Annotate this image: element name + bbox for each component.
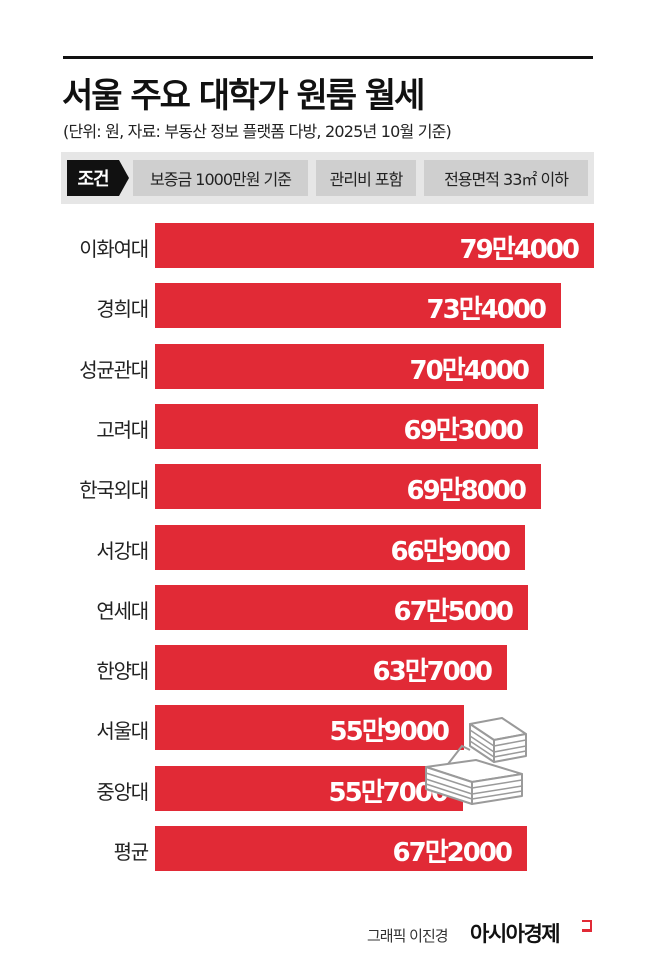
chart-title: 서울 주요 대학가 원룸 월세 [62,76,425,116]
condition-area: 전용면적 33㎡ 이하 [424,160,588,196]
bar [155,645,507,690]
bar-value-label: 73만4000 [426,295,547,325]
top-rule [63,56,593,59]
bar-value-label: 67만5000 [393,597,514,627]
bar [155,283,561,328]
bar [155,464,541,509]
bar [155,223,594,268]
category-label: 성균관대 [79,358,149,382]
bar [155,826,527,871]
category-label: 연세대 [96,599,149,623]
bar [155,525,525,570]
bar [155,766,463,811]
brand-logo: 아시아경제 [470,922,561,946]
chart-subtitle: (단위: 원, 자료: 부동산 정보 플랫폼 다방, 2025년 10월 기준) [63,122,452,141]
bar [155,585,528,630]
bar [155,705,464,750]
graphic-credit: 그래픽 이진경 [367,927,449,945]
bar-value-label: 63만7000 [372,657,493,687]
bar [155,404,538,449]
bar-value-label: 55만7000 [328,778,449,808]
condition-deposit: 보증금 1000만원 기준 [133,160,308,196]
conditions-label: 조건 [67,160,119,196]
category-label: 경희대 [96,297,149,321]
category-label: 고려대 [96,418,149,442]
brand-mark-icon [582,920,592,932]
bar-value-label: 66만9000 [390,537,511,567]
bar-value-label: 70만4000 [409,356,530,386]
category-label: 한국외대 [79,478,149,502]
condition-maintenance: 관리비 포함 [316,160,416,196]
category-label: 중앙대 [96,780,149,804]
category-label: 한양대 [96,659,149,683]
conditions-arrow [119,160,129,196]
category-label: 서강대 [96,539,149,563]
bar-value-label: 79만4000 [459,235,580,265]
bar [155,344,544,389]
bar-value-label: 69만3000 [403,416,524,446]
category-label: 평균 [113,840,150,864]
bar-value-label: 67만2000 [392,838,513,868]
bar-value-label: 69만8000 [406,476,527,506]
bar-value-label: 55만9000 [329,717,450,747]
category-label: 서울대 [96,719,149,743]
category-label: 이화여대 [79,237,149,261]
money-stack-icon [425,717,527,805]
